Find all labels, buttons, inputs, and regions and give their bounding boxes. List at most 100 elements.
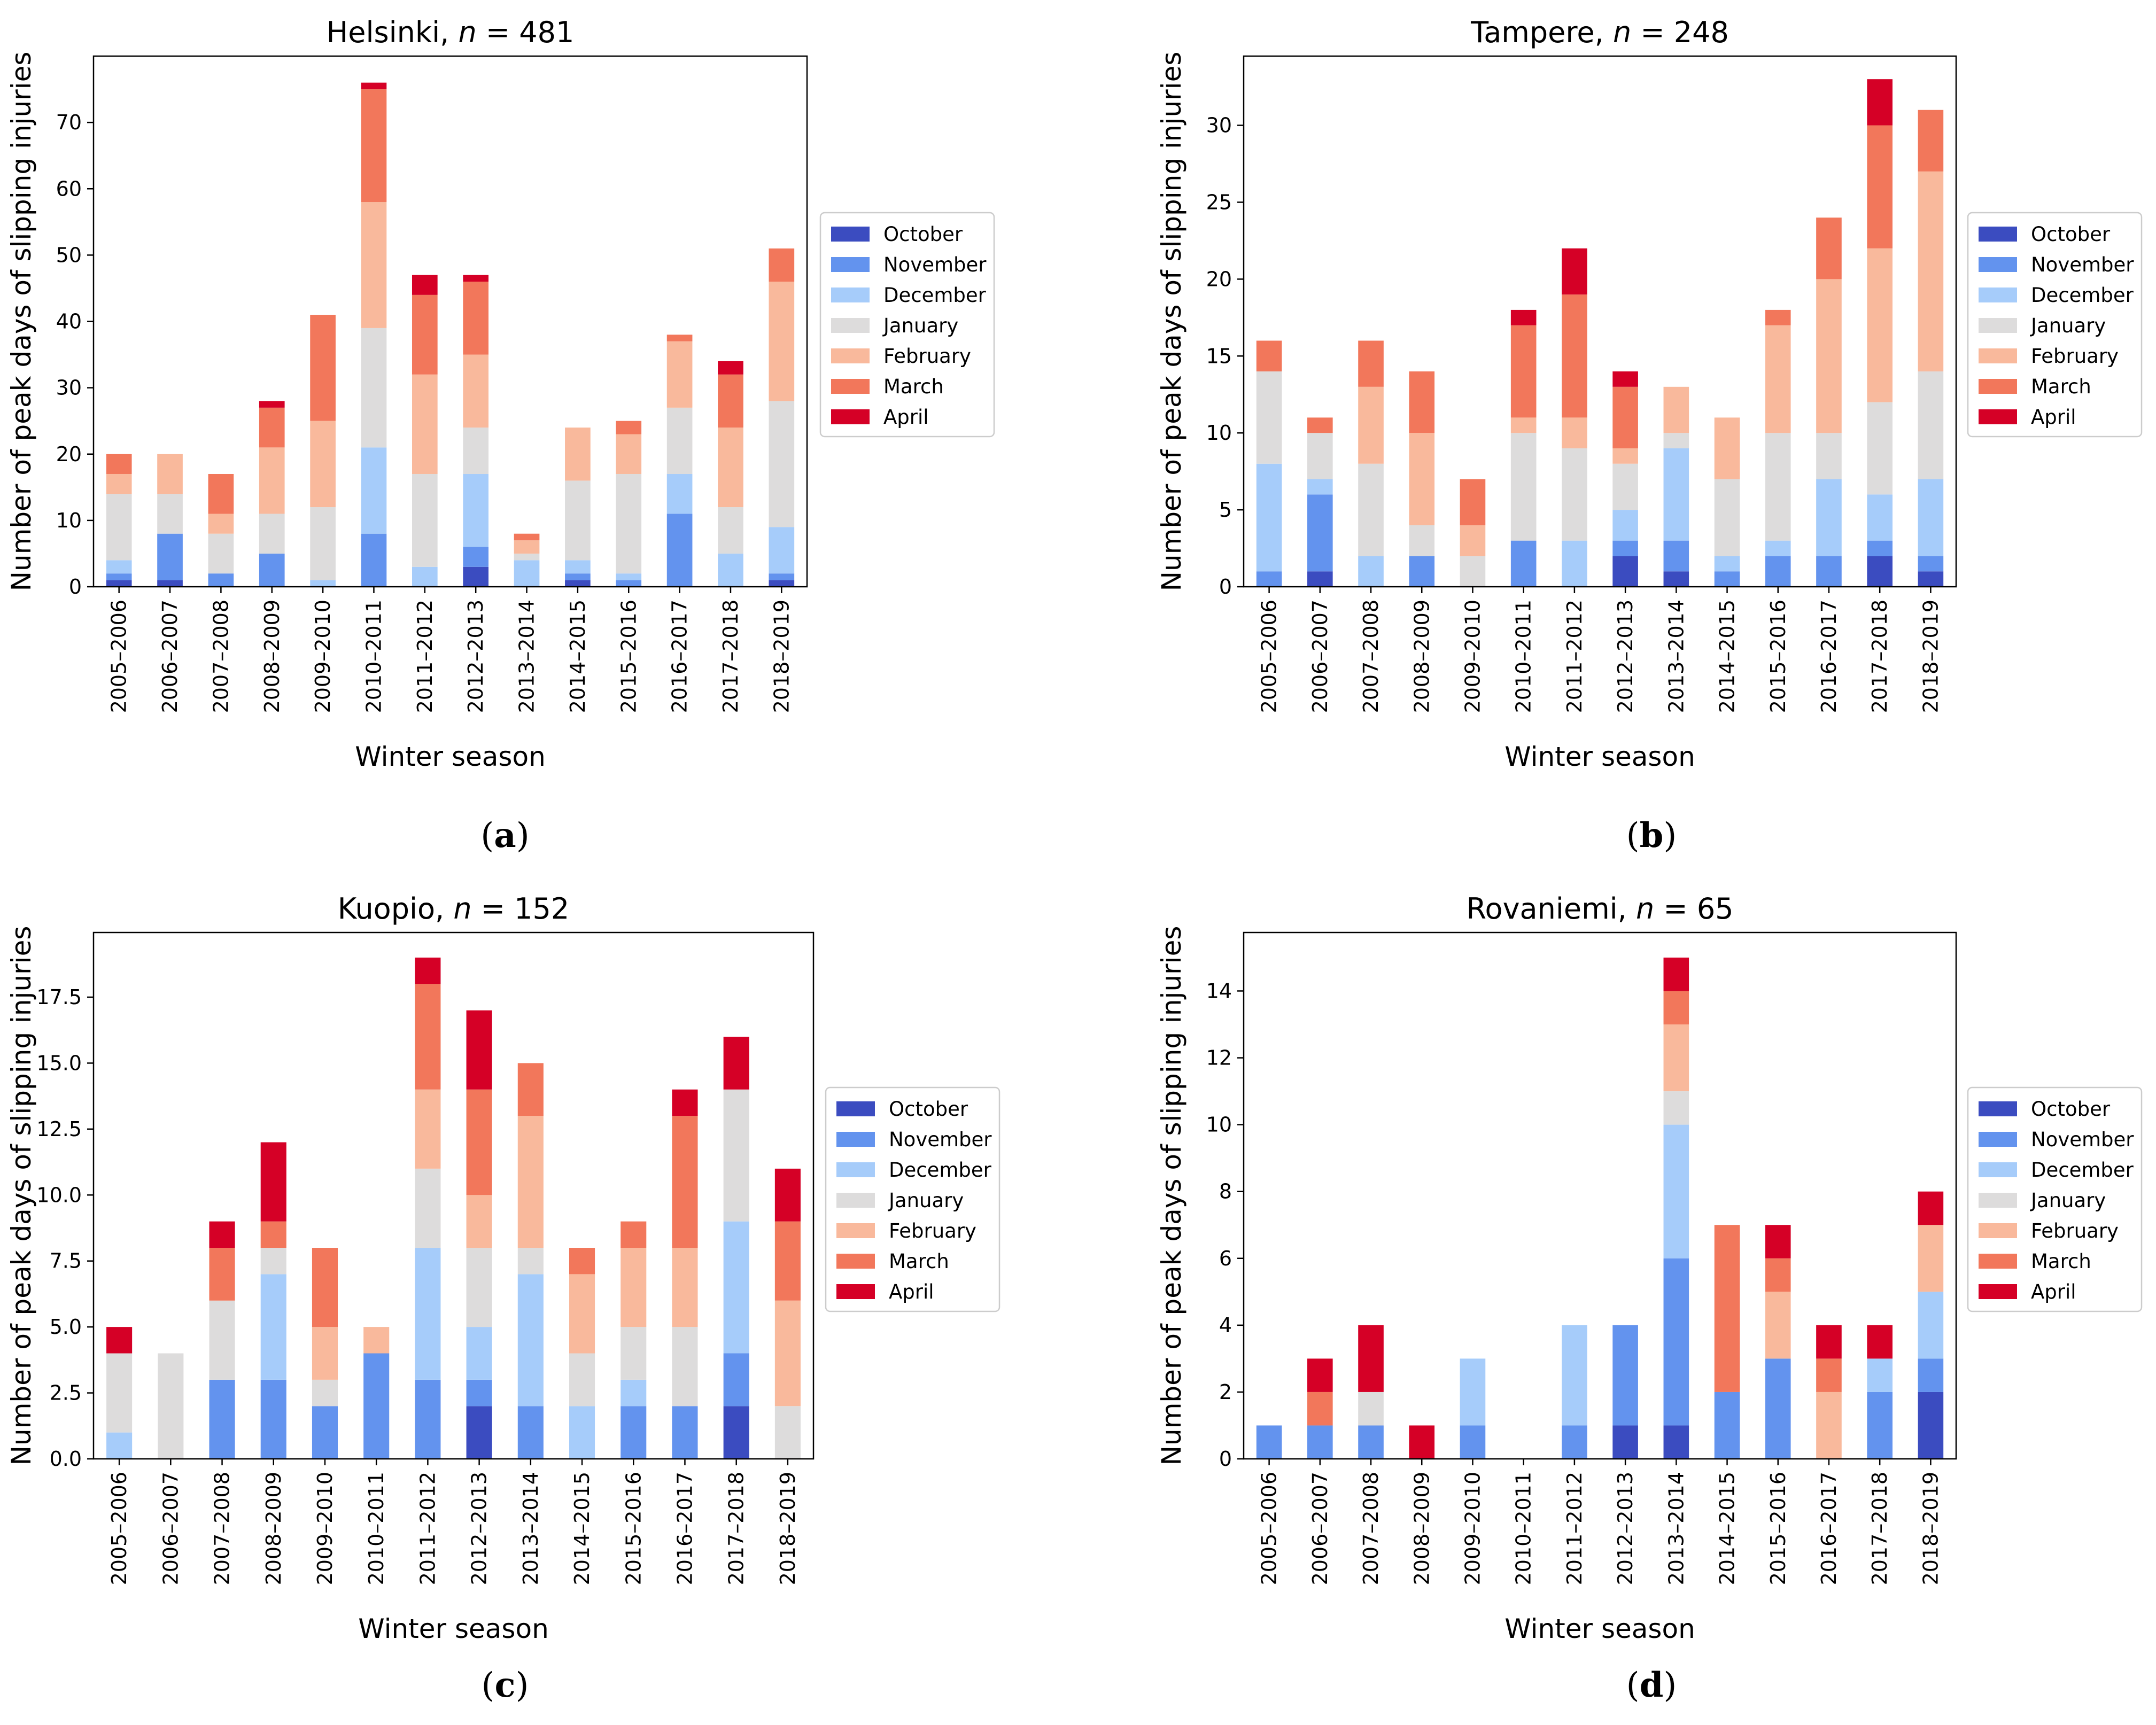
x-tick-label: 2016–2017 [668,600,692,713]
bar-segment-april-2005–2006 [106,1327,133,1354]
bar-segment-february-2015–2016 [621,1248,647,1327]
x-tick-label: 2012–2013 [468,1472,491,1585]
x-tick-label: 2015–2016 [622,1472,645,1585]
caption-letter: a [494,815,516,856]
caption-open-paren: ( [1626,816,1640,856]
plot-frame [1243,55,1957,588]
bar-segment-december-2007–2008 [1358,556,1384,587]
bar-segment-april-2007–2008 [1358,1325,1384,1392]
bar-segment-march-2010–2011 [1510,325,1537,418]
x-tick-label: 2013–2014 [519,1472,542,1585]
bar-segment-april-2006–2007 [1307,1358,1333,1392]
bar-segment-december-2005–2006 [106,560,132,574]
y-axis-label: Number of peak days of slipping injuries [1156,52,1187,592]
caption-close-paren: ) [1663,816,1677,856]
bar-segment-march-2011–2012 [415,984,441,1090]
legend-label-december: December [883,284,987,307]
y-tick-label: 50 [56,243,82,267]
bar-segment-november-2005–2006 [1256,1425,1282,1459]
bar-segment-december-2017–2018 [718,553,743,587]
bar-segment-january-2018–2019 [1918,371,1944,479]
bar-segment-march-2016–2017 [666,335,693,341]
caption-open-paren: ( [480,816,494,856]
legend-swatch-december [1979,1162,2017,1177]
bar-segment-february-2007–2008 [1358,386,1384,464]
bar-segment-january-2012–2013 [1612,463,1638,510]
bar-segment-march-2016–2017 [1816,1358,1842,1392]
legend-label-february: February [2031,345,2119,368]
legend-swatch-december [836,1162,875,1177]
bar-segment-january-2012–2013 [463,428,489,474]
bar-segment-february-2018–2019 [774,1300,801,1407]
caption-close-paren: ) [515,1666,529,1705]
bar-segment-january-2006–2007 [157,494,183,534]
chart-title: Kuopio, n = 152 [338,892,570,926]
x-tick-label: 2017–2018 [1868,600,1891,713]
legend-swatch-november [836,1132,875,1147]
x-tick-label: 2008–2009 [1410,600,1433,713]
x-tick-label: 2016–2017 [1817,600,1841,713]
bar-segment-march-2013–2014 [1663,991,1689,1024]
bars [106,82,795,587]
bar-segment-november-2012–2013 [1612,1325,1638,1426]
legend-label-december: December [889,1159,992,1182]
bar-segment-november-2008–2009 [1409,556,1435,587]
x-tick-label: 2016–2017 [1817,1472,1841,1585]
chart-title-value: = 481 [477,15,575,49]
bar-segment-january-2015–2016 [616,473,642,574]
bar-segment-march-2017–2018 [1867,125,1893,248]
bar-segment-february-2016–2017 [672,1248,698,1327]
bar-segment-december-2014–2015 [569,1406,595,1459]
bar-segment-november-2018–2019 [1918,1358,1944,1392]
bar-segment-february-2005–2006 [106,473,132,494]
x-tick-label: 2006–2007 [158,600,182,713]
bar-segment-april-2018–2019 [1918,1191,1944,1225]
bar-segment-december-2013–2014 [514,560,540,587]
x-tick-label: 2012–2013 [1614,600,1637,713]
x-axis-label: Winter season [358,1613,549,1644]
bar-segment-december-2015–2016 [1765,540,1791,556]
bar-segment-april-2008–2009 [260,1142,286,1222]
x-tick-label: 2014–2015 [1716,1472,1739,1585]
legend-swatch-december [1979,288,2017,302]
bar-segment-march-2011–2012 [1562,294,1587,418]
plot-frame [92,931,815,1460]
bar-segment-november-2014–2015 [565,573,591,580]
bar-segment-january-2005–2006 [1256,371,1282,464]
y-tick-label: 10 [1206,421,1232,445]
x-tick-label: 2006–2007 [1308,600,1332,713]
bar-segment-january-2008–2009 [1409,525,1435,556]
x-tick-label: 2007–2008 [211,1472,234,1585]
legend-label-march: March [889,1250,949,1273]
bar-segment-december-2018–2019 [1918,1292,1944,1359]
legend-label-november: November [2031,1128,2134,1151]
legend-swatch-november [1979,1132,2017,1147]
bar-segment-march-2012–2013 [463,282,489,355]
bar-segment-january-2009–2010 [1460,556,1486,587]
bar-segment-january-2013–2014 [1663,1091,1689,1125]
bar-segment-december-2011–2012 [1562,540,1587,587]
bar-segment-february-2008–2009 [259,447,285,514]
x-tick-label: 2013–2014 [515,600,539,713]
caption-letter: c [495,1665,516,1705]
bar-segment-february-2012–2013 [466,1195,492,1248]
bar-segment-november-2018–2019 [1918,556,1944,572]
chart-title: Helsinki, n = 481 [327,15,575,49]
bar-segment-february-2013–2014 [1663,1024,1689,1092]
y-tick-label: 0 [1219,1447,1232,1471]
bar-segment-february-2012–2013 [1612,448,1638,464]
bar-segment-january-2017–2018 [718,507,743,554]
bar-segment-march-2015–2016 [621,1221,647,1248]
bar-segment-december-2005–2006 [1256,463,1282,572]
bar-segment-march-2009–2010 [1460,479,1486,525]
legend-swatch-october [1979,1101,2017,1116]
legend-swatch-january [831,318,870,333]
bar-segment-october-2013–2014 [1663,571,1689,587]
legend-label-january: January [2030,1189,2106,1212]
bar-segment-january-2009–2010 [312,1379,338,1407]
legend-label-january: January [882,314,958,337]
y-tick-label: 10 [56,509,82,532]
y-tick-label: 0.0 [50,1447,82,1471]
bar-segment-november-2013–2014 [1663,540,1689,572]
bar-segment-january-2010–2011 [1510,433,1537,541]
